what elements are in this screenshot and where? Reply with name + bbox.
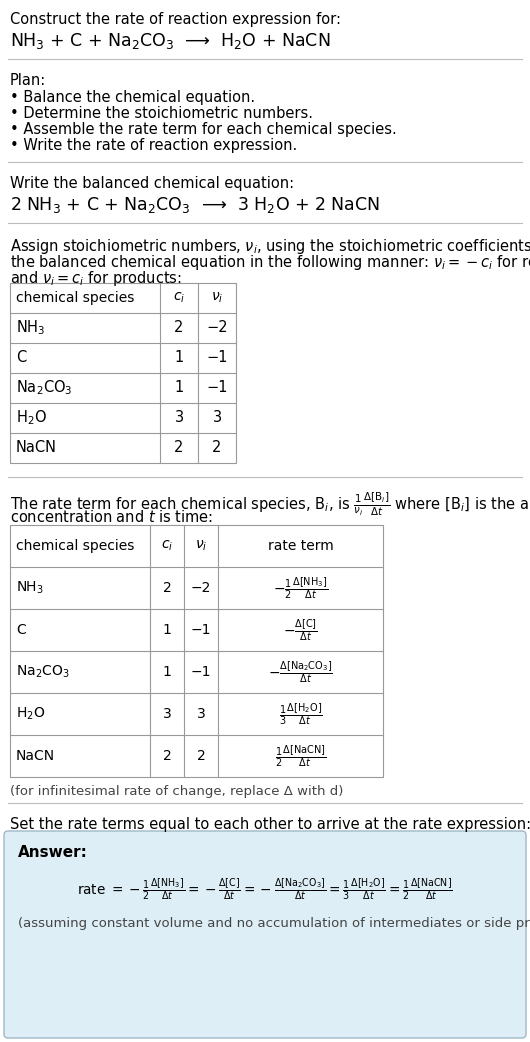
Bar — [10, 283, 236, 463]
Text: NaCN: NaCN — [16, 749, 55, 763]
Text: $\frac{1}{3}\frac{\Delta[\mathrm{H_2O}]}{\Delta t}$: $\frac{1}{3}\frac{\Delta[\mathrm{H_2O}]}… — [279, 701, 322, 727]
Text: C: C — [16, 623, 26, 637]
Text: −1: −1 — [206, 380, 228, 396]
Text: concentration and $t$ is time:: concentration and $t$ is time: — [10, 508, 213, 525]
Text: H$_2$O: H$_2$O — [16, 408, 47, 427]
Text: 2: 2 — [197, 749, 206, 763]
Text: Set the rate terms equal to each other to arrive at the rate expression:: Set the rate terms equal to each other t… — [10, 817, 530, 832]
Text: NaCN: NaCN — [16, 441, 57, 455]
Text: −1: −1 — [191, 623, 211, 637]
Text: Construct the rate of reaction expression for:: Construct the rate of reaction expressio… — [10, 13, 341, 27]
Text: 3: 3 — [213, 411, 222, 425]
Text: $\frac{1}{2}\frac{\Delta[\mathrm{NaCN}]}{\Delta t}$: $\frac{1}{2}\frac{\Delta[\mathrm{NaCN}]}… — [275, 743, 326, 769]
Text: • Write the rate of reaction expression.: • Write the rate of reaction expression. — [10, 138, 297, 153]
Text: chemical species: chemical species — [16, 539, 135, 553]
Text: 1: 1 — [174, 380, 183, 396]
Text: NH$_3$ + C + Na$_2$CO$_3$  ⟶  H$_2$O + NaCN: NH$_3$ + C + Na$_2$CO$_3$ ⟶ H$_2$O + NaC… — [10, 31, 330, 51]
Text: 1: 1 — [174, 350, 183, 366]
Text: $\nu_i$: $\nu_i$ — [195, 539, 207, 553]
Text: NH$_3$: NH$_3$ — [16, 319, 45, 338]
Text: rate $= -\frac{1}{2}\frac{\Delta[\mathrm{NH_3}]}{\Delta t} = -\frac{\Delta[\math: rate $= -\frac{1}{2}\frac{\Delta[\mathrm… — [77, 876, 453, 901]
Text: Na$_2$CO$_3$: Na$_2$CO$_3$ — [16, 378, 73, 397]
Text: 3: 3 — [174, 411, 183, 425]
Text: • Assemble the rate term for each chemical species.: • Assemble the rate term for each chemic… — [10, 122, 397, 137]
Text: C: C — [16, 350, 26, 366]
Text: 3: 3 — [197, 708, 206, 721]
Text: Write the balanced chemical equation:: Write the balanced chemical equation: — [10, 176, 294, 191]
Text: $c_i$: $c_i$ — [161, 539, 173, 553]
Text: 2: 2 — [174, 321, 184, 336]
Text: −2: −2 — [206, 321, 228, 336]
Text: 1: 1 — [163, 665, 171, 679]
Text: $-\frac{\Delta[\mathrm{Na_2CO_3}]}{\Delta t}$: $-\frac{\Delta[\mathrm{Na_2CO_3}]}{\Delt… — [268, 660, 333, 685]
Text: $c_i$: $c_i$ — [173, 291, 185, 305]
Text: 2 NH$_3$ + C + Na$_2$CO$_3$  ⟶  3 H$_2$O + 2 NaCN: 2 NH$_3$ + C + Na$_2$CO$_3$ ⟶ 3 H$_2$O +… — [10, 195, 380, 215]
Text: Assign stoichiometric numbers, $\nu_i$, using the stoichiometric coefficients, $: Assign stoichiometric numbers, $\nu_i$, … — [10, 237, 530, 256]
Text: 2: 2 — [174, 441, 184, 455]
Text: 2: 2 — [213, 441, 222, 455]
Text: 3: 3 — [163, 708, 171, 721]
Text: NH$_3$: NH$_3$ — [16, 579, 44, 596]
FancyBboxPatch shape — [4, 832, 526, 1038]
Text: The rate term for each chemical species, B$_i$, is $\frac{1}{\nu_i}\frac{\Delta[: The rate term for each chemical species,… — [10, 491, 530, 519]
Text: $-\frac{1}{2}\frac{\Delta[\mathrm{NH_3}]}{\Delta t}$: $-\frac{1}{2}\frac{\Delta[\mathrm{NH_3}]… — [273, 575, 328, 601]
Text: (for infinitesimal rate of change, replace Δ with d): (for infinitesimal rate of change, repla… — [10, 785, 343, 798]
Text: Plan:: Plan: — [10, 73, 46, 88]
Text: and $\nu_i = c_i$ for products:: and $\nu_i = c_i$ for products: — [10, 269, 182, 288]
Text: −1: −1 — [206, 350, 228, 366]
Text: H$_2$O: H$_2$O — [16, 705, 45, 722]
Text: −2: −2 — [191, 581, 211, 595]
Text: rate term: rate term — [268, 539, 333, 553]
Text: −1: −1 — [191, 665, 211, 679]
Text: Na$_2$CO$_3$: Na$_2$CO$_3$ — [16, 664, 70, 680]
Text: • Balance the chemical equation.: • Balance the chemical equation. — [10, 90, 255, 105]
Text: chemical species: chemical species — [16, 291, 135, 305]
Text: the balanced chemical equation in the following manner: $\nu_i = -c_i$ for react: the balanced chemical equation in the fo… — [10, 253, 530, 272]
Text: $-\frac{\Delta[\mathrm{C}]}{\Delta t}$: $-\frac{\Delta[\mathrm{C}]}{\Delta t}$ — [283, 617, 318, 643]
Text: 2: 2 — [163, 581, 171, 595]
Text: (assuming constant volume and no accumulation of intermediates or side products): (assuming constant volume and no accumul… — [18, 917, 530, 931]
Text: Answer:: Answer: — [18, 845, 88, 860]
Text: • Determine the stoichiometric numbers.: • Determine the stoichiometric numbers. — [10, 106, 313, 121]
Text: 2: 2 — [163, 749, 171, 763]
Bar — [10, 525, 383, 777]
Text: 1: 1 — [163, 623, 171, 637]
Text: $\nu_i$: $\nu_i$ — [211, 291, 223, 305]
